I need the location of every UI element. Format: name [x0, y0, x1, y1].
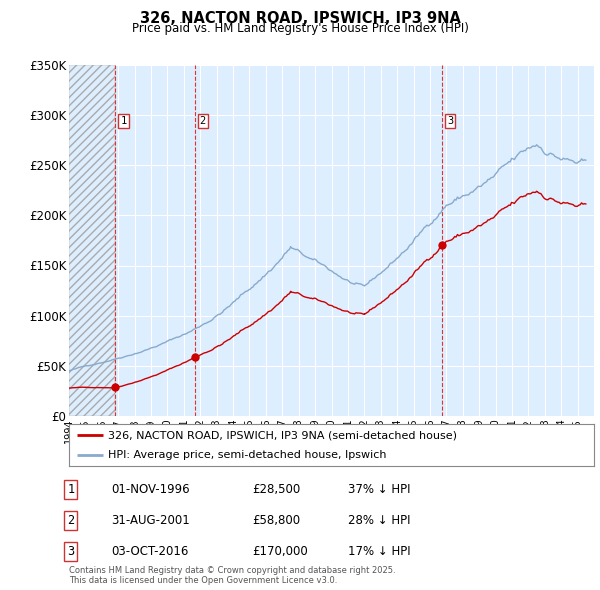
Text: 326, NACTON ROAD, IPSWICH, IP3 9NA (semi-detached house): 326, NACTON ROAD, IPSWICH, IP3 9NA (semi…: [109, 430, 457, 440]
Text: HPI: Average price, semi-detached house, Ipswich: HPI: Average price, semi-detached house,…: [109, 450, 387, 460]
Text: 3: 3: [67, 545, 74, 558]
Text: 01-NOV-1996: 01-NOV-1996: [111, 483, 190, 496]
Text: 03-OCT-2016: 03-OCT-2016: [111, 545, 188, 558]
Text: 3: 3: [447, 116, 454, 126]
Text: 17% ↓ HPI: 17% ↓ HPI: [348, 545, 410, 558]
Text: Contains HM Land Registry data © Crown copyright and database right 2025.
This d: Contains HM Land Registry data © Crown c…: [69, 566, 395, 585]
Text: 1: 1: [67, 483, 74, 496]
Text: 2: 2: [200, 116, 206, 126]
Text: 326, NACTON ROAD, IPSWICH, IP3 9NA: 326, NACTON ROAD, IPSWICH, IP3 9NA: [140, 11, 460, 25]
Text: 1: 1: [121, 116, 127, 126]
Text: Price paid vs. HM Land Registry's House Price Index (HPI): Price paid vs. HM Land Registry's House …: [131, 22, 469, 35]
Text: 2: 2: [67, 514, 74, 527]
Text: 31-AUG-2001: 31-AUG-2001: [111, 514, 190, 527]
Text: 37% ↓ HPI: 37% ↓ HPI: [348, 483, 410, 496]
Bar: [69, 65, 115, 416]
Text: £170,000: £170,000: [252, 545, 308, 558]
Text: 28% ↓ HPI: 28% ↓ HPI: [348, 514, 410, 527]
Text: £28,500: £28,500: [252, 483, 300, 496]
Text: £58,800: £58,800: [252, 514, 300, 527]
